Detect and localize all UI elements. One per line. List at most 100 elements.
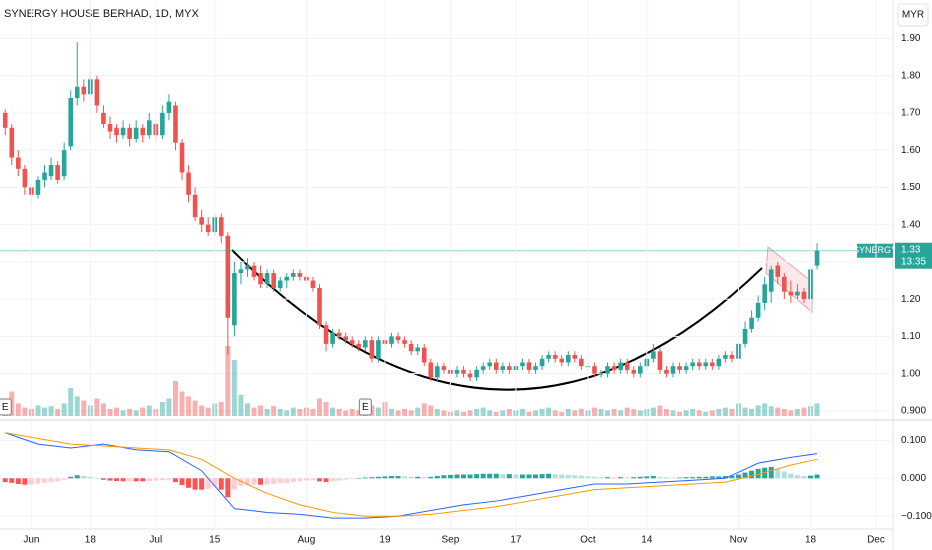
candle-body — [2, 112, 8, 128]
volume-bar — [264, 409, 270, 416]
candle-body — [389, 336, 394, 344]
volume-bar — [461, 411, 467, 416]
y-tick-label: 0.100 — [901, 435, 926, 446]
volume-bar — [205, 407, 211, 416]
candle-body — [264, 273, 270, 285]
candle-body — [749, 317, 754, 329]
candle-body — [22, 168, 28, 188]
histogram-bar — [428, 476, 434, 479]
histogram-bar — [349, 478, 355, 480]
histogram-bar — [100, 478, 106, 480]
histogram-bar — [742, 472, 748, 479]
event-marker — [358, 398, 372, 416]
volume-bar — [533, 410, 539, 416]
volume-bar — [238, 395, 244, 416]
x-tick-label: 18 — [805, 535, 817, 546]
x-tick-label: Dec — [867, 535, 885, 546]
volume-bar — [624, 407, 630, 416]
y-tick-label: 1.70 — [901, 108, 921, 119]
candle-body — [61, 150, 67, 177]
histogram-bar — [251, 478, 257, 485]
macd-line — [5, 432, 818, 519]
y-tick-label: 1.10 — [901, 331, 921, 342]
histogram-bar — [415, 476, 421, 479]
histogram-bar — [683, 477, 689, 479]
volume-bar — [454, 410, 460, 416]
candle-body — [618, 362, 623, 370]
histogram-bar — [722, 476, 728, 479]
histogram-bar — [192, 478, 198, 490]
candle-body — [271, 273, 276, 288]
y-tick-label: 1.60 — [901, 145, 921, 156]
event-label: E — [362, 402, 369, 413]
volume-bar — [788, 410, 794, 416]
candle-body — [160, 112, 165, 136]
volume-bar — [336, 409, 342, 416]
histogram-bar — [552, 474, 558, 479]
volume-bar — [657, 405, 663, 416]
histogram-bar — [297, 478, 303, 482]
candle-body — [572, 355, 578, 359]
histogram-bar — [244, 478, 250, 486]
histogram-bar — [343, 478, 349, 480]
histogram-bar — [480, 473, 486, 479]
histogram-bar — [205, 478, 211, 489]
histogram-bar — [513, 474, 519, 479]
currency-button[interactable] — [897, 3, 929, 27]
volume-bar — [572, 410, 578, 416]
volume-bar — [480, 407, 486, 416]
last-price-box — [895, 242, 932, 269]
candle-body — [703, 362, 709, 367]
volume-bar — [506, 409, 512, 416]
volume-bar — [369, 405, 375, 416]
histogram-bar — [814, 474, 820, 479]
x-tick-label: 18 — [85, 535, 97, 546]
volume-bar — [670, 410, 676, 416]
volume-bar — [199, 405, 205, 416]
histogram-bar — [356, 478, 362, 479]
histogram-bar — [395, 476, 401, 479]
candle-body — [363, 340, 368, 348]
volume-bar — [81, 400, 87, 416]
candle-body — [742, 328, 748, 344]
histogram-bar — [61, 478, 67, 480]
candle-body — [166, 101, 172, 113]
x-tick-label: Aug — [297, 535, 315, 546]
volume-bar — [526, 411, 532, 416]
candle-body — [461, 369, 466, 374]
volume-bar — [428, 405, 434, 416]
candle-body — [74, 86, 80, 98]
volume-bar — [290, 407, 296, 416]
volume-bar — [284, 410, 290, 416]
volume-bar — [546, 407, 552, 416]
histogram-bar — [690, 477, 696, 479]
candle-body — [291, 273, 296, 277]
histogram-bar — [264, 478, 270, 485]
histogram-bar — [212, 478, 218, 487]
candle-body — [232, 273, 237, 326]
candle-body — [605, 366, 610, 374]
histogram-bar — [729, 475, 735, 479]
histogram-bar — [107, 478, 113, 481]
histogram-bar — [402, 476, 408, 479]
candle-body — [814, 250, 820, 266]
histogram-bar — [159, 478, 165, 481]
candle-body — [801, 291, 807, 300]
currency[interactable]: MYR — [902, 10, 924, 21]
candle-body — [421, 347, 427, 363]
candle-body — [677, 366, 682, 370]
volume-bar — [415, 407, 421, 416]
volume-bar — [127, 409, 133, 416]
histogram-bar — [709, 476, 715, 479]
histogram-bar — [28, 478, 34, 485]
histogram-bar — [467, 474, 473, 479]
histogram-bar — [87, 476, 93, 479]
candle-body — [330, 332, 335, 344]
histogram-bar — [493, 473, 499, 479]
histogram-bar — [434, 476, 440, 479]
volume-bar — [591, 407, 597, 416]
volume-bar — [696, 410, 702, 416]
candle-body — [415, 347, 420, 352]
histogram-bar — [519, 474, 525, 479]
volume-bar — [61, 403, 67, 416]
